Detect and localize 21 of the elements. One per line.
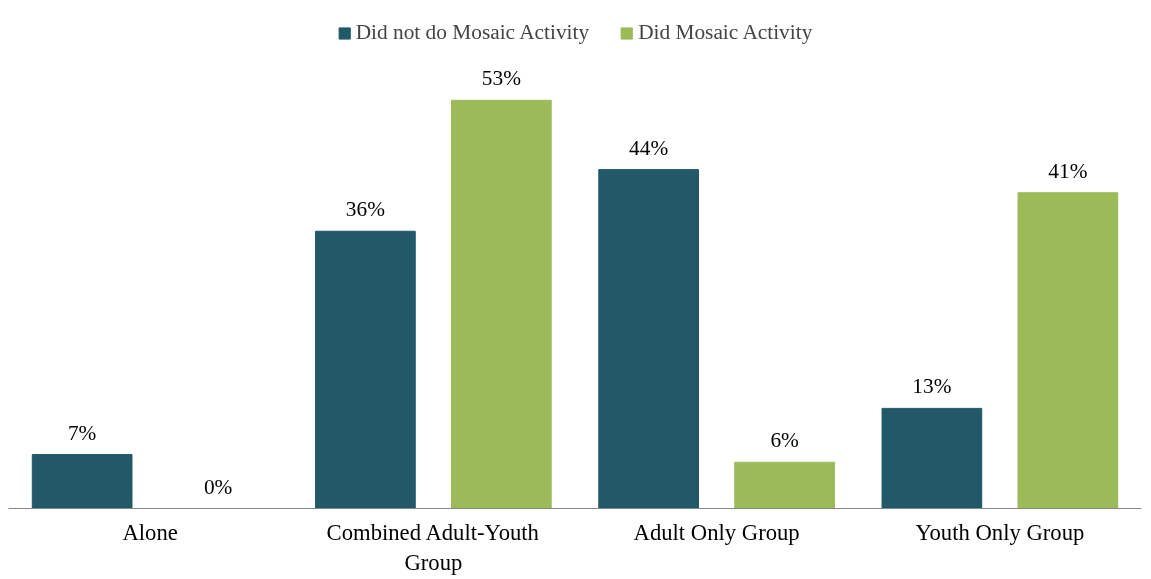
bar (598, 169, 699, 509)
bar (734, 461, 835, 509)
bar (881, 407, 983, 509)
data-label: 53% (481, 66, 522, 91)
bar (451, 99, 552, 509)
data-label: 41% (1048, 158, 1088, 183)
bar (31, 454, 133, 509)
data-label: 44% (629, 135, 669, 160)
x-tick-label: Combined Adult-Youth Group (326, 519, 540, 575)
data-label: 6% (770, 428, 800, 453)
data-label: 36% (345, 197, 386, 222)
data-label: 0% (203, 474, 233, 499)
x-tick-label: Adult Only Group (633, 519, 800, 545)
data-label: 7% (67, 420, 97, 445)
data-label: 13% (912, 374, 952, 399)
x-tick-label: Youth Only Group (915, 519, 1085, 545)
x-tick-label: Alone (122, 519, 178, 545)
legend-label: Did not do Mosaic Activity (355, 20, 590, 45)
legend-label: Did Mosaic Activity (638, 20, 813, 45)
bar (315, 230, 416, 509)
bar (1017, 192, 1119, 509)
